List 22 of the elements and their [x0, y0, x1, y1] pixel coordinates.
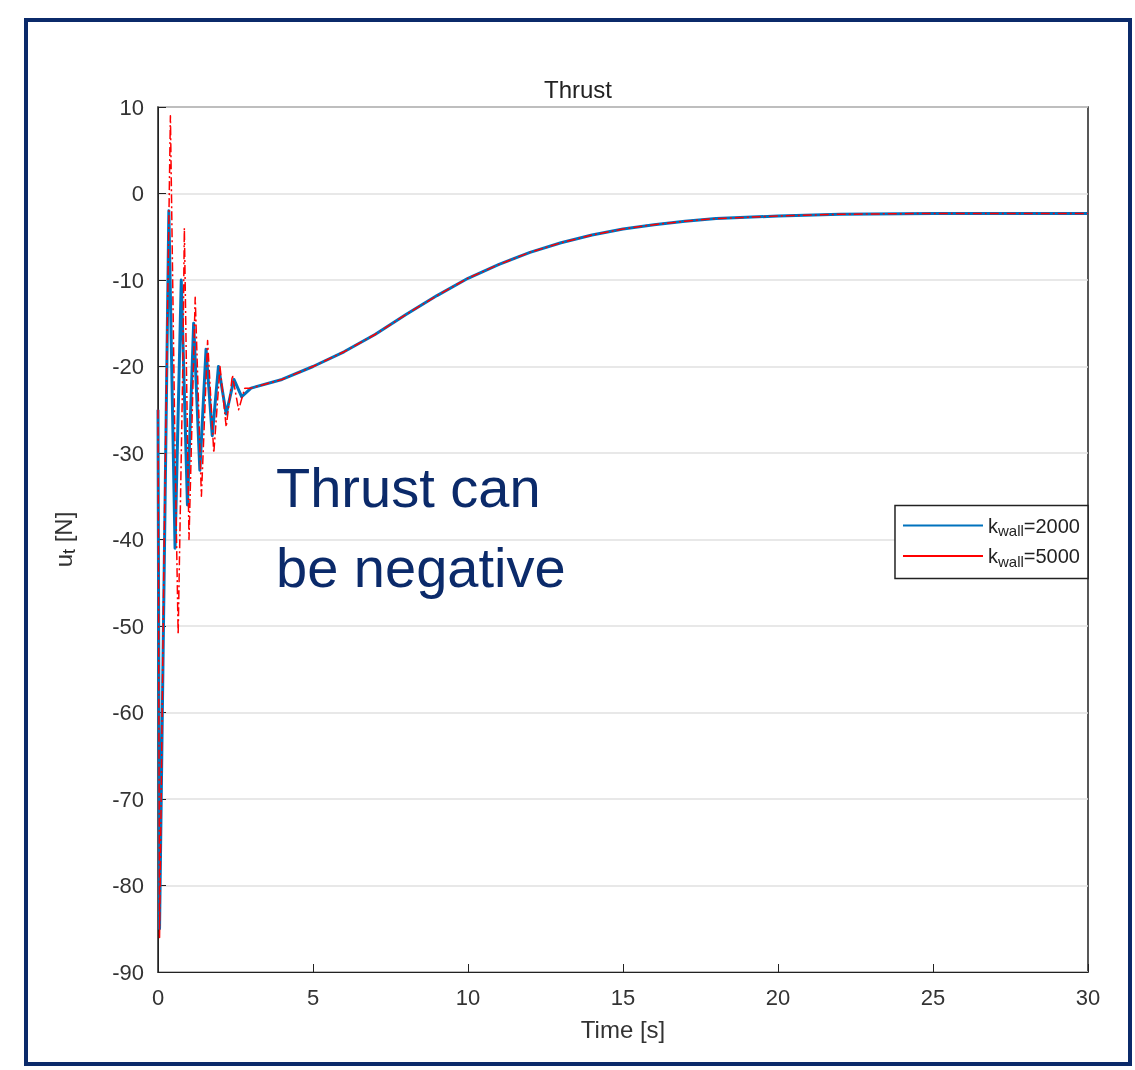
x-tick-label: 20 [765, 984, 791, 1010]
x-axis-title: Time [s] [580, 1015, 666, 1043]
y-tick-label: -40 [112, 527, 144, 552]
chart-title: Thrust [543, 75, 613, 103]
y-tick-label: 0 [131, 181, 144, 206]
y-tick-label: -70 [112, 786, 144, 812]
x-tick-label: 25 [920, 984, 946, 1010]
y-tick-label: 10 [119, 94, 144, 120]
x-tick-label: 0 [151, 984, 165, 1010]
y-tick-label: -30 [112, 440, 144, 466]
y-tick-label: -10 [112, 267, 144, 293]
x-tick-label: 15 [610, 984, 636, 1010]
x-tick-label: 5 [306, 984, 320, 1010]
y-tick-label: -80 [112, 873, 144, 898]
y-tick-label: -90 [112, 959, 144, 985]
x-tick-label: 10 [455, 984, 481, 1010]
x-tick-label: 30 [1075, 984, 1101, 1010]
annotation: Thrust can be negative [276, 455, 566, 599]
y-axis-title: ut [N] [49, 511, 79, 568]
y-tick-label: -60 [112, 700, 144, 725]
y-tick-label: -50 [112, 613, 144, 639]
y-tick-label: -20 [112, 354, 144, 379]
